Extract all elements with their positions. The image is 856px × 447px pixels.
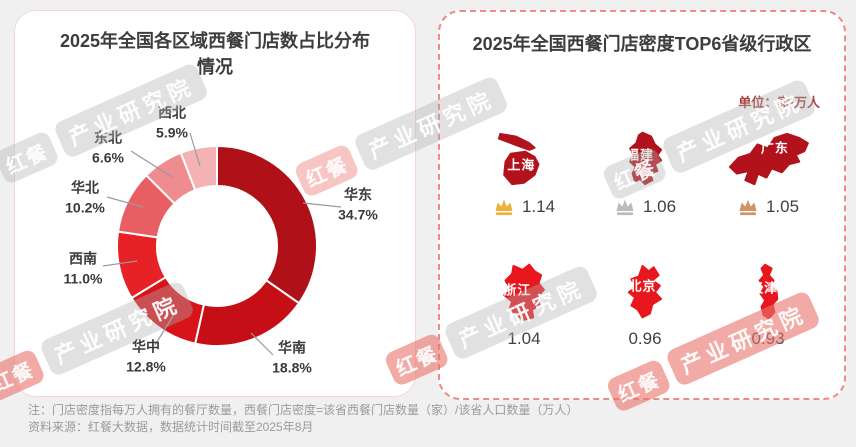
map-label-beijing: 北京 — [628, 278, 657, 294]
map-label-guangdong: 广东 — [760, 140, 789, 156]
province-map-wrap: 广东 — [713, 128, 823, 192]
donut-label-huadong: 华东 34.7% — [338, 185, 378, 224]
density-row-beijing: 0.96 — [590, 329, 700, 349]
leader-line-huadong — [302, 202, 342, 208]
footnote-source: 资料来源：红餐大数据，数据统计时间截至2025年8月 — [28, 420, 314, 435]
donut-label-huanan: 华南 18.8% — [272, 338, 312, 377]
donut-label-value: 12.8% — [126, 358, 166, 374]
province-map-wrap: 福建 — [590, 128, 700, 192]
donut-label-value: 6.6% — [92, 149, 124, 165]
donut-label-name: 华中 — [131, 338, 160, 355]
map-guangdong — [728, 132, 809, 186]
density-panel: 2025年全国西餐门店密度TOP6省级行政区 单位：家/万人 上海 1.14 福建 1… — [438, 10, 846, 400]
density-row-shanghai: 1.14 — [469, 197, 579, 217]
donut-label-name: 华东 — [343, 186, 372, 203]
donut-label-huabei: 华北 10.2% — [65, 178, 105, 217]
donut-label-value: 5.9% — [156, 124, 188, 140]
donut-label-name: 东北 — [93, 129, 122, 146]
leader-line-huazhong — [154, 315, 174, 346]
density-value-zhejiang: 1.04 — [507, 329, 541, 348]
gold-crown-icon — [495, 199, 513, 216]
density-value-tianjin: 0.93 — [751, 329, 785, 348]
donut-label-value: 10.2% — [65, 199, 105, 215]
donut-label-dongbei: 东北 6.6% — [92, 128, 124, 167]
province-cell-fujian: 福建 1.06 — [590, 128, 700, 217]
map-label-fujian: 福建 — [626, 147, 655, 163]
leader-line-xinan — [102, 260, 138, 267]
map-zhejiang — [503, 263, 545, 322]
density-row-tianjin: 0.93 — [713, 329, 823, 349]
map-shape-guangdong — [728, 132, 809, 186]
leader-line-xibei — [189, 132, 201, 167]
donut-panel-title: 2025年全国各区域西餐门店数占比分布情况 — [59, 31, 371, 78]
density-panel-title: 2025年全国西餐门店密度TOP6省级行政区 — [472, 34, 812, 54]
province-map-wrap: 浙江 — [469, 260, 579, 324]
map-shape-beijing — [627, 264, 663, 319]
donut-slice-xibei — [179, 145, 218, 192]
province-map-wrap: 上海 — [469, 128, 579, 192]
leader-line-huabei — [106, 196, 144, 208]
donut-label-name: 西南 — [69, 250, 97, 267]
silver-crown-icon — [616, 199, 634, 216]
map-shape-shanghai — [497, 132, 536, 151]
map-label-tianjin: 天津 — [750, 280, 779, 296]
density-row-guangdong: 1.05 — [713, 197, 823, 217]
province-cell-beijing: 北京 0.96 — [590, 260, 700, 349]
density-value-guangdong: 1.05 — [765, 197, 800, 216]
donut-label-huazhong: 华中 12.8% — [126, 337, 166, 376]
density-row-fujian: 1.06 — [590, 197, 700, 217]
donut-label-value: 11.0% — [63, 270, 103, 286]
leader-line-huanan — [250, 332, 274, 356]
map-shape-shanghai — [503, 150, 540, 186]
province-grid: 上海 1.14 福建 1.06 广东 1.05 浙江 1.04 北京 0.96 天津 0.93 — [440, 12, 844, 398]
donut-label-name: 华北 — [70, 179, 99, 196]
province-cell-shanghai: 上海 1.14 — [469, 128, 579, 217]
map-fujian — [629, 131, 663, 186]
donut-label-xibei: 西北 5.9% — [156, 103, 188, 142]
density-value-shanghai: 1.14 — [521, 197, 556, 216]
province-map-wrap: 北京 — [590, 260, 700, 324]
map-shanghai — [497, 132, 540, 186]
donut-label-name: 西北 — [157, 104, 186, 121]
donut-panel: 2025年全国各区域西餐门店数占比分布情况 华东 34.7% 华南 18.8% 华中 12… — [14, 10, 416, 397]
donut-label-name: 华南 — [277, 339, 306, 356]
footnote-note: 注：门店密度指每万人拥有的餐厅数量，西餐门店密度=该省西餐门店数量（家）/该省人… — [28, 403, 579, 417]
density-row-zhejiang: 1.04 — [469, 329, 579, 349]
map-shape-fujian — [629, 131, 663, 186]
province-cell-zhejiang: 浙江 1.04 — [469, 260, 579, 349]
density-value-beijing: 0.96 — [628, 329, 662, 348]
donut-label-value: 18.8% — [272, 359, 312, 375]
map-beijing — [627, 264, 663, 319]
province-cell-tianjin: 天津 0.93 — [713, 260, 823, 349]
donut-label-value: 34.7% — [338, 206, 378, 222]
leader-line-dongbei — [130, 150, 173, 178]
unit-label: 单位：家/万人 — [738, 95, 820, 110]
map-label-shanghai: 上海 — [507, 157, 536, 173]
footnotes: 注：门店密度指每万人拥有的餐厅数量，西餐门店密度=该省西餐门店数量（家）/该省人… — [28, 402, 578, 437]
donut-slice-huadong — [216, 145, 318, 305]
map-label-zhejiang: 浙江 — [503, 282, 532, 298]
province-map-wrap: 天津 — [713, 260, 823, 324]
province-cell-guangdong: 广东 1.05 — [713, 128, 823, 217]
density-value-fujian: 1.06 — [642, 197, 677, 216]
donut-chart — [102, 132, 342, 356]
bronze-crown-icon — [739, 199, 757, 216]
map-shape-zhejiang — [503, 263, 545, 322]
donut-label-xinan: 西南 11.0% — [64, 249, 103, 288]
